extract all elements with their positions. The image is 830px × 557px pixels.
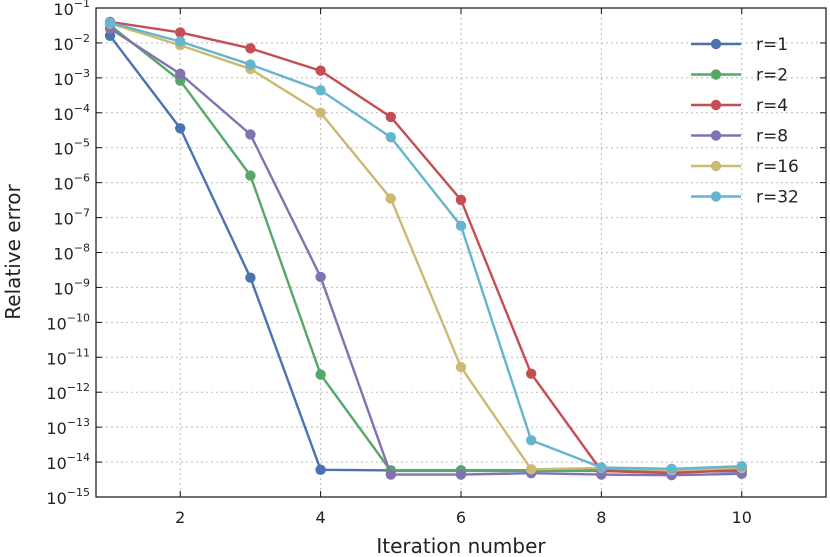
data-point — [175, 36, 186, 47]
data-point — [596, 462, 607, 473]
data-point — [315, 85, 326, 96]
y-tick-label: 10−13 — [46, 416, 90, 438]
series-line — [109, 22, 742, 472]
data-point — [315, 464, 326, 476]
data-point — [525, 435, 537, 446]
data-point — [385, 193, 397, 204]
y-tick-label: 10−1 — [53, 0, 90, 19]
data-point — [245, 129, 256, 140]
y-tick-label: 10−15 — [46, 486, 90, 508]
data-point — [315, 271, 326, 283]
legend-label: r=2 — [756, 66, 788, 86]
data-point — [455, 220, 467, 232]
legend-label: r=1 — [756, 35, 788, 55]
y-tick-label: 10−12 — [46, 381, 90, 403]
y-axis-label: Relative error — [1, 184, 25, 320]
data-point — [525, 368, 537, 379]
series-r-8 — [104, 23, 747, 481]
legend-marker — [710, 38, 722, 50]
legend-entry: r=4 — [691, 96, 788, 116]
data-point — [666, 463, 677, 475]
series-line — [109, 35, 742, 473]
data-point — [455, 469, 467, 480]
legend-entry: r=16 — [691, 157, 799, 177]
tick-marks: 2 4 6 8 10 10−15 10−14 10−13 10−12 10−11 10−10 10−9… — [46, 0, 826, 527]
legend-entry: r=1 — [691, 35, 788, 55]
legend-entry: r=8 — [691, 127, 788, 147]
legend-marker — [710, 99, 722, 111]
y-tick-label: 10−4 — [53, 102, 90, 124]
y-tick-label: 10−8 — [53, 242, 90, 264]
y-tick-label: 10−9 — [53, 276, 90, 298]
data-point — [245, 272, 256, 283]
data-point — [175, 123, 186, 134]
data-point — [385, 131, 397, 143]
grid-lines — [96, 8, 826, 497]
x-tick-label: 6 — [456, 508, 466, 527]
legend-label: r=8 — [756, 127, 788, 147]
series-line — [109, 21, 742, 471]
series-lines — [104, 16, 747, 481]
y-tick-label: 10−7 — [53, 207, 90, 229]
x-tick-label: 2 — [175, 508, 185, 527]
series-line — [109, 20, 742, 475]
y-tick-label: 10−5 — [53, 137, 90, 159]
x-axis-label: Iteration number — [376, 534, 546, 557]
data-point — [315, 65, 326, 76]
series-line — [109, 24, 742, 474]
series-r-2 — [104, 20, 747, 478]
y-tick-label: 10−10 — [46, 311, 90, 333]
legend: r=1 r=2 r=4 r=8 r=16 r=32 — [691, 35, 799, 208]
data-point — [245, 59, 256, 70]
data-point — [175, 27, 186, 38]
series-line — [109, 27, 742, 477]
data-point — [385, 469, 397, 480]
legend-marker — [710, 191, 722, 202]
legend-marker — [710, 160, 722, 172]
data-point — [315, 369, 326, 380]
legend-marker — [710, 130, 722, 141]
legend-entry: r=2 — [691, 66, 788, 86]
legend-entry: r=32 — [691, 188, 799, 208]
data-point — [104, 17, 116, 28]
data-point — [736, 461, 747, 472]
data-point — [104, 30, 116, 41]
y-tick-label: 10−11 — [46, 346, 90, 368]
data-point — [455, 362, 467, 373]
series-r-4 — [104, 16, 747, 479]
y-tick-label: 10−2 — [53, 32, 90, 54]
y-tick-label: 10−6 — [53, 172, 90, 194]
data-point — [315, 107, 326, 118]
legend-label: r=4 — [756, 96, 788, 116]
series-r-1 — [104, 30, 747, 477]
legend-label: r=16 — [756, 157, 799, 177]
series-r-32 — [104, 17, 747, 475]
y-tick-label: 10−14 — [46, 451, 90, 473]
data-point — [175, 68, 186, 80]
x-tick-label: 8 — [596, 508, 606, 527]
x-tick-label: 4 — [316, 508, 326, 527]
data-point — [245, 170, 256, 181]
y-tick-label: 10−3 — [53, 67, 90, 89]
data-point — [455, 194, 467, 206]
legend-marker — [710, 69, 722, 80]
data-point — [385, 111, 397, 123]
data-point — [245, 43, 256, 54]
series-r-16 — [104, 18, 747, 476]
data-point — [525, 464, 537, 475]
x-tick-label: 10 — [732, 508, 752, 527]
legend-label: r=32 — [756, 188, 799, 208]
